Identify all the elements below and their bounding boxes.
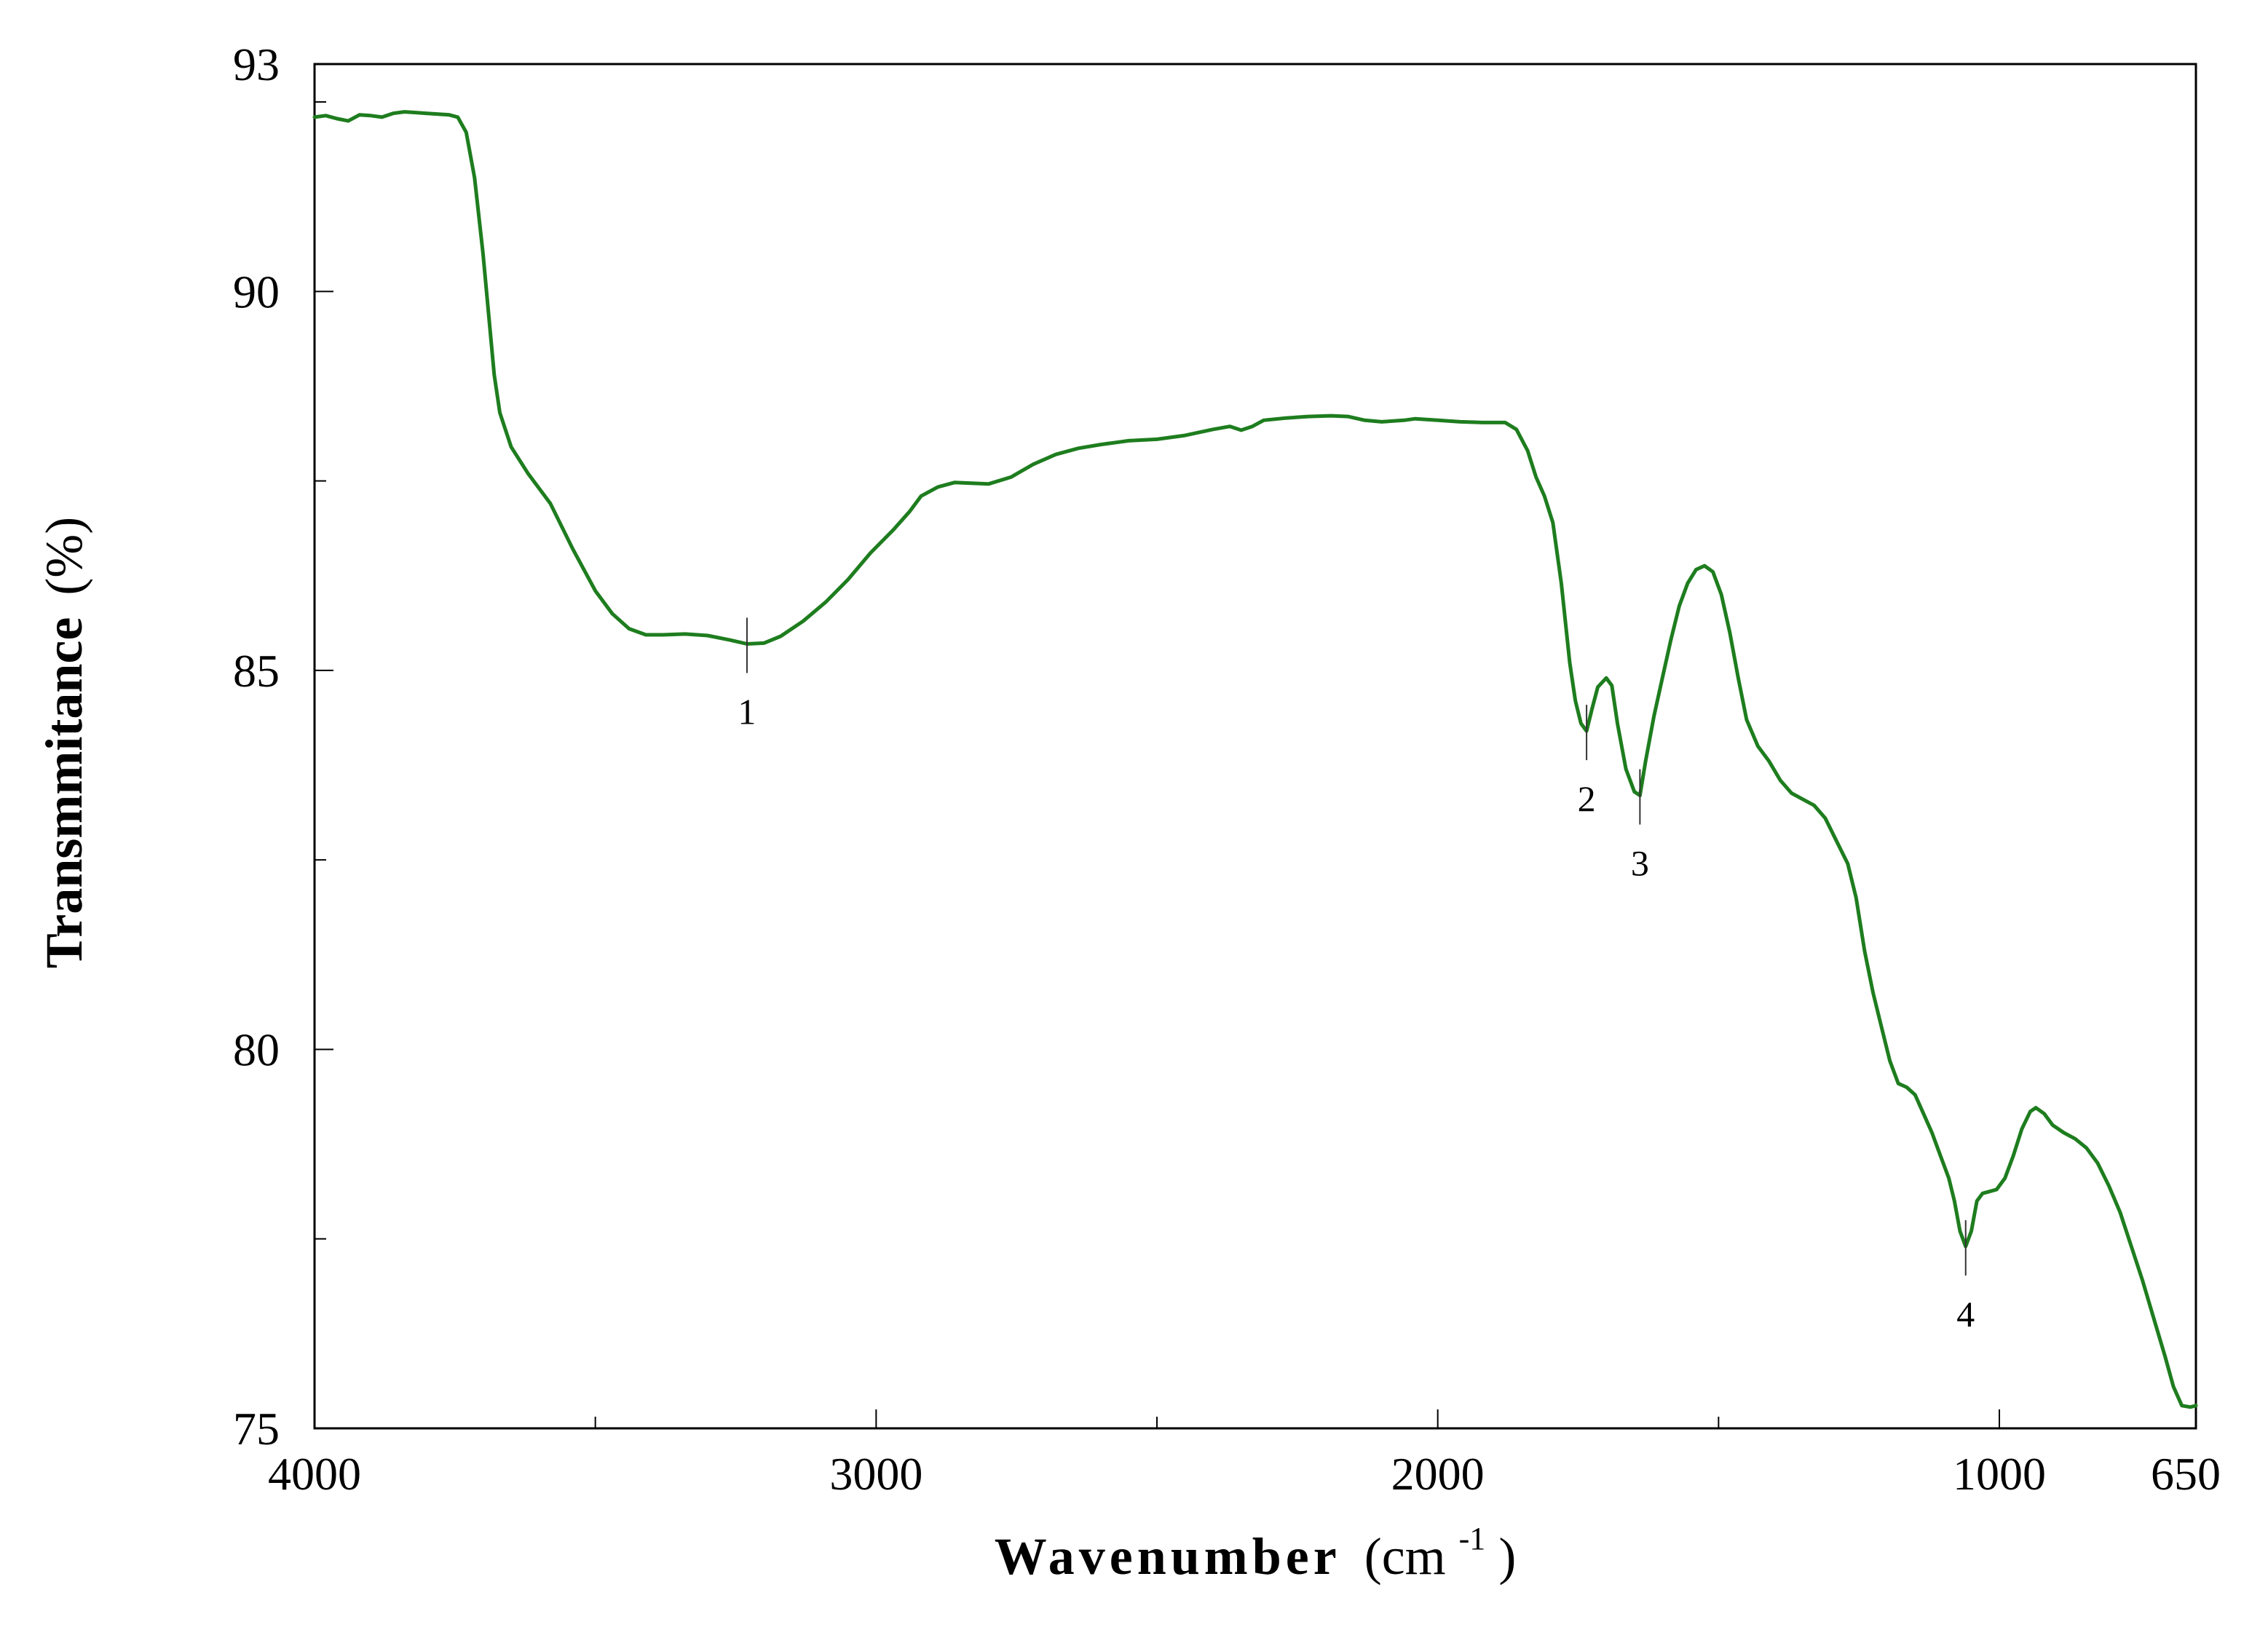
x-axis-title-unit-close: ) — [1498, 1527, 1516, 1586]
spectrum-line — [312, 110, 2198, 1409]
x-axis-title: Wavenumber (cm -1 ) — [995, 1503, 1517, 1586]
y-tick-label-93: 93 — [233, 39, 280, 90]
x-tick-label-3000: 3000 — [829, 1448, 922, 1500]
y-tick-label-85: 85 — [233, 645, 280, 697]
plot-frame — [313, 63, 2197, 1430]
y-tick-label-80: 80 — [233, 1024, 280, 1075]
peak-marker-label-3: 3 — [1631, 843, 1649, 884]
x-axis-title-main: Wavenumber — [995, 1527, 1341, 1586]
peak-marker-label-1: 1 — [738, 691, 756, 732]
y-axis-title: Transmmitance (%) — [35, 517, 93, 969]
x-tick-label-1000: 1000 — [1953, 1448, 2046, 1500]
y-axis-title-unit: (%) — [35, 517, 93, 596]
peak-marker-label-2: 2 — [1578, 778, 1596, 819]
x-tick-label-650: 650 — [2151, 1448, 2221, 1500]
x-tick-label-4000: 4000 — [268, 1448, 361, 1500]
x-axis-title-unit-sup: -1 — [1459, 1521, 1486, 1556]
y-axis: 93 90 85 80 75 — [233, 39, 333, 1455]
y-tick-label-75: 75 — [233, 1403, 280, 1455]
y-tick-label-90: 90 — [233, 266, 280, 317]
x-axis: 4000 3000 2000 1000 650 — [268, 1409, 2221, 1500]
y-axis-title-main: Transmmitance — [35, 617, 93, 969]
peak-marker-label-4: 4 — [1956, 1294, 1975, 1334]
series-group — [312, 110, 2198, 1409]
x-axis-title-unit: (cm — [1364, 1527, 1446, 1586]
peak-markers: 1 23 4 — [738, 617, 1975, 1334]
x-tick-label-2000: 2000 — [1391, 1448, 1485, 1500]
